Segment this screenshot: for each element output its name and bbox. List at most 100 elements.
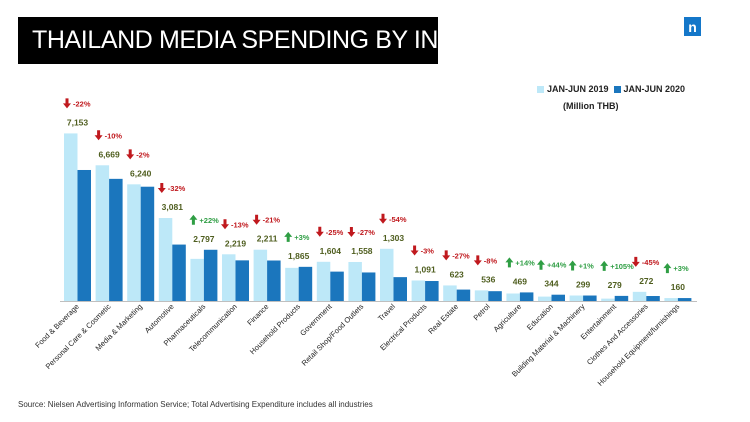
value-label: 1,091 — [414, 264, 436, 274]
bar-2019 — [569, 295, 584, 301]
change-label: +3% — [673, 264, 689, 273]
change-label: -27% — [452, 251, 470, 260]
bar-2020 — [267, 260, 281, 301]
change-label: -22% — [73, 99, 91, 108]
change-label: +22% — [199, 216, 219, 225]
legend-item-2019: JAN-JUN 2019 — [537, 84, 609, 94]
change-label: -32% — [168, 184, 186, 193]
change-label: -25% — [326, 228, 344, 237]
down-arrow-icon — [252, 214, 261, 225]
change-label: -21% — [263, 216, 281, 225]
bar-2019 — [222, 254, 236, 301]
bar-2019 — [506, 293, 520, 301]
bar-2020 — [172, 244, 186, 301]
legend-swatch-2020 — [613, 85, 621, 93]
up-arrow-icon — [284, 231, 293, 242]
bar-2019 — [411, 280, 426, 301]
up-arrow-icon — [568, 260, 577, 271]
bar-2020 — [646, 296, 660, 301]
change-label: +44% — [547, 261, 567, 270]
down-arrow-icon — [631, 256, 640, 267]
value-label: 160 — [671, 282, 685, 292]
bar-2020 — [488, 291, 502, 301]
bar-2020 — [551, 294, 565, 301]
legend-label-2020: JAN-JUN 2020 — [623, 84, 686, 94]
down-arrow-icon — [347, 226, 356, 237]
bar-2019 — [664, 298, 678, 301]
value-label: 7,153 — [67, 117, 89, 127]
change-label: +3% — [294, 233, 310, 242]
bar-2019 — [348, 261, 362, 301]
bar-2019 — [190, 258, 204, 301]
value-label: 536 — [481, 274, 495, 284]
category-label: Education — [525, 302, 555, 332]
bar-2020 — [140, 186, 155, 301]
bar-2019 — [474, 290, 489, 301]
value-label: 279 — [608, 280, 622, 290]
change-label: +1% — [579, 262, 595, 271]
value-label: 1,865 — [288, 251, 310, 261]
value-label: 299 — [576, 280, 590, 290]
up-arrow-icon — [663, 263, 672, 274]
bar-2019 — [127, 184, 141, 301]
down-arrow-icon — [126, 149, 135, 160]
value-label: 3,081 — [162, 202, 184, 212]
category-label: Travel — [376, 302, 397, 323]
category-label: Finance — [245, 302, 270, 327]
value-label: 272 — [639, 276, 653, 286]
down-arrow-icon — [63, 98, 71, 109]
bar-2020 — [519, 292, 534, 301]
change-label: -3% — [421, 246, 435, 255]
bar-2019 — [158, 218, 173, 301]
value-label: 2,797 — [193, 234, 215, 244]
bar-2019 — [95, 165, 110, 301]
up-arrow-icon — [189, 214, 198, 225]
bar-2020 — [456, 289, 471, 301]
down-arrow-icon — [315, 226, 324, 237]
bar-2020 — [425, 281, 439, 301]
up-arrow-icon — [505, 257, 514, 268]
bar-2020 — [77, 169, 91, 301]
value-label: 344 — [544, 279, 558, 289]
category-label: Petrol — [471, 302, 491, 322]
bar-2020 — [361, 272, 376, 301]
down-arrow-icon — [157, 183, 166, 194]
bar-2020 — [203, 249, 218, 301]
change-label: -8% — [484, 256, 498, 265]
bar-2019 — [601, 298, 615, 301]
down-arrow-icon — [473, 255, 482, 266]
down-arrow-icon — [410, 245, 419, 256]
bar-2019 — [253, 249, 268, 301]
change-label: +105% — [610, 262, 634, 271]
down-arrow-icon — [94, 130, 103, 141]
bar-2019 — [632, 291, 647, 301]
bar-2020 — [330, 271, 344, 301]
value-label: 6,669 — [98, 149, 120, 159]
value-label: 623 — [450, 269, 464, 279]
chart-legend: JAN-JUN 2019 JAN-JUN 2020 (Million THB) — [537, 84, 690, 111]
category-label: Automotive — [143, 302, 176, 335]
bar-2019 — [538, 296, 552, 301]
legend-swatch-2019 — [537, 85, 544, 93]
change-label: -2% — [136, 150, 150, 159]
legend-label-2019: JAN-JUN 2019 — [547, 84, 609, 94]
category-label: Retail Shop/Food Outlets — [300, 302, 366, 368]
source-note: Source: Nielsen Advertising Information … — [18, 400, 373, 409]
up-arrow-icon — [537, 259, 545, 270]
legend-item-2020: JAN-JUN 2020 — [613, 84, 686, 94]
category-label: Clothes And Accessories — [585, 302, 650, 367]
value-label: 469 — [513, 276, 527, 286]
bar-2020 — [583, 295, 597, 301]
change-label: -27% — [357, 228, 375, 237]
bar-2019 — [64, 133, 78, 301]
change-label: +14% — [515, 258, 535, 267]
change-label: -45% — [642, 258, 660, 267]
bar-2020 — [614, 295, 629, 301]
nielsen-logo-icon: n — [684, 17, 701, 36]
unit-label: (Million THB) — [563, 101, 619, 111]
bar-2020 — [235, 260, 249, 301]
bar-2019 — [285, 267, 299, 301]
down-arrow-icon — [221, 219, 229, 230]
value-label: 1,303 — [383, 233, 405, 243]
